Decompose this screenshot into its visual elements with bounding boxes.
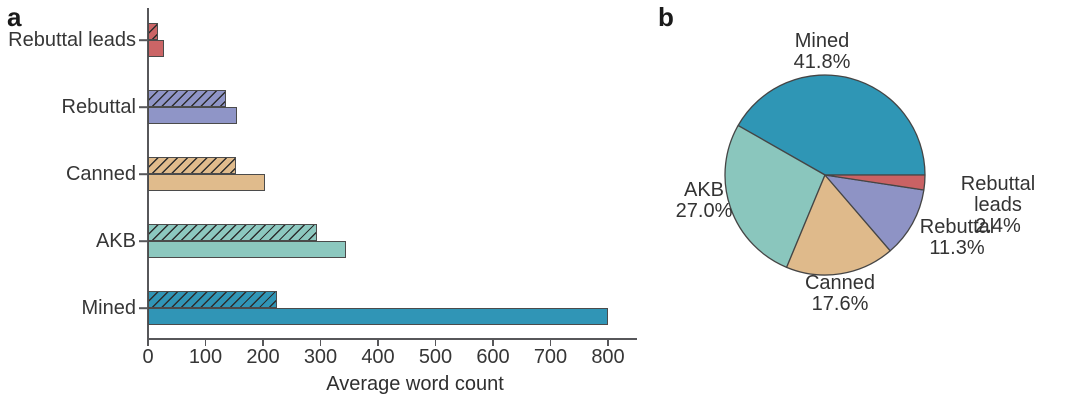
- panel-a-label: a: [7, 2, 22, 32]
- bar-hatched-akb: [148, 224, 318, 241]
- x-tick-300: [319, 339, 322, 346]
- pie-label-mined: Mined 41.8%: [793, 30, 851, 73]
- pie-label-canned: Canned 17.6%: [804, 272, 876, 315]
- x-tick-label-200: 200: [246, 346, 280, 368]
- x-tick-700: [549, 339, 552, 346]
- bar-solid-rebuttal: [148, 107, 238, 124]
- pie-label-rebuttal-leads: Rebuttal leads 2.4%: [960, 173, 1036, 237]
- y-tick-akb: [139, 240, 148, 242]
- pie-slice-akb: [724, 124, 826, 268]
- x-tick-200: [262, 339, 264, 346]
- x-tick-label-700: 700: [533, 346, 568, 368]
- panel-b-label: b: [658, 2, 674, 32]
- pie-slice-rebuttal-leads: [824, 174, 926, 191]
- pie-slice-rebuttal: [824, 174, 925, 252]
- bar-solid-rebuttal-leads: [148, 40, 164, 57]
- pie-slice-canned: [785, 174, 891, 276]
- x-tick-label-400: 400: [361, 346, 395, 368]
- x-tick-100: [204, 339, 207, 346]
- pie-label-akb: AKB 27.0%: [675, 179, 733, 222]
- bar-category-label-rebuttal: Rebuttal: [61, 96, 137, 118]
- x-tick-label-100: 100: [188, 346, 223, 368]
- x-axis-title: Average word count: [326, 373, 504, 395]
- bar-category-label-akb: AKB: [95, 230, 136, 252]
- bar-hatched-canned: [148, 157, 236, 174]
- x-tick-600: [492, 339, 494, 346]
- x-tick-label-500: 500: [418, 346, 453, 368]
- bar-hatched-rebuttal: [148, 90, 227, 107]
- bar-category-label-canned: Canned: [65, 163, 136, 185]
- x-tick-0: [147, 339, 149, 346]
- bar-hatched-rebuttal-leads: [148, 23, 159, 40]
- x-tick-label-300: 300: [303, 346, 338, 368]
- x-tick-400: [377, 339, 379, 346]
- x-tick-label-600: 600: [476, 346, 510, 368]
- x-tick-label-0: 0: [142, 346, 154, 368]
- bar-solid-mined: [148, 308, 608, 325]
- bar-solid-canned: [148, 174, 265, 191]
- x-tick-label-800: 800: [591, 346, 625, 368]
- bar-hatched-mined: [148, 291, 277, 308]
- y-tick-mined: [139, 307, 148, 309]
- pie-label-rebuttal: Rebuttal 11.3%: [919, 216, 995, 259]
- bar-solid-akb: [148, 241, 346, 258]
- bar-chart-x-axis: [147, 338, 637, 340]
- bar-category-label-mined: Mined: [81, 297, 136, 319]
- y-tick-canned: [139, 173, 148, 175]
- bar-category-label-rebuttal-leads: Rebuttal leads: [8, 29, 136, 51]
- x-tick-800: [607, 339, 609, 346]
- y-tick-rebuttal-leads: [139, 39, 148, 41]
- y-tick-rebuttal: [139, 106, 148, 108]
- pie-slice-mined: [737, 74, 926, 176]
- x-tick-500: [434, 339, 437, 346]
